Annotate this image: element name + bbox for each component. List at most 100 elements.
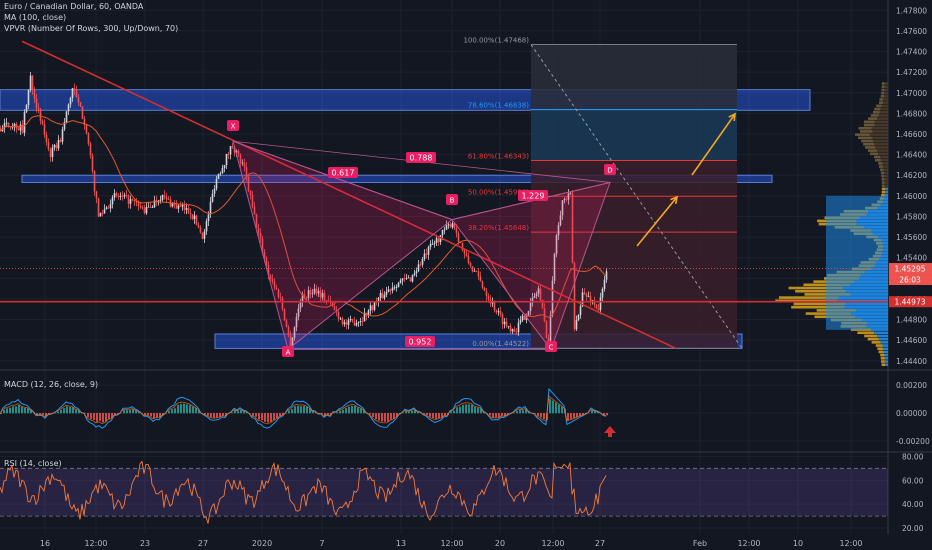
macd-histogram-bar [348,406,350,414]
candle-body [105,207,108,210]
volume-bar-down [863,142,875,146]
macd-histogram-bar [231,412,233,414]
macd-histogram-bar [570,413,572,420]
macd-histogram-bar [336,412,338,414]
candle-body [585,294,588,297]
candle-body [401,278,404,281]
candle-body [455,228,458,234]
candle-body [19,124,22,131]
candle-body [233,146,236,153]
candle-body [589,296,592,302]
y-tick-label: 1.47800 [896,6,927,15]
candle-body [141,207,144,209]
candle-body [551,280,554,316]
candle-body [399,280,402,283]
macd-histogram-bar [159,413,161,418]
vpvr-indicator-label[interactable]: VPVR (Number Of Rows, 300, Up/Down, 70) [4,24,179,33]
volume-bar-up [872,130,888,133]
volume-bar-up [884,94,888,98]
candle-body [283,309,286,321]
candle-body [145,206,148,214]
candle-body [297,308,300,317]
candle-body [295,316,298,328]
macd-histogram-bar [105,413,107,422]
candle-body [477,271,480,277]
candle-body [31,75,34,91]
macd-histogram-bar [327,413,329,415]
volume-bar-down [881,194,885,197]
candle-body [405,278,408,279]
price-tag [889,296,932,308]
macd-histogram-bar [495,413,497,418]
macd-histogram-bar [111,413,113,419]
candle-body [433,242,436,244]
candle-body [13,123,16,127]
candle-body [509,325,512,332]
macd-histogram-bar [363,409,365,414]
candle-body [287,326,290,335]
x-tick-label: 2020 [252,539,272,548]
candle-body [79,102,82,107]
ma-indicator-label[interactable]: MA (100, close) [4,13,67,22]
candle-body [341,318,344,325]
macd-histogram-bar [471,404,473,414]
candle-body [299,302,302,309]
candle-body [117,195,120,197]
macd-histogram-bar [75,409,77,414]
macd-histogram-bar [6,408,8,414]
macd-histogram-bar [129,410,131,414]
macd-histogram-bar [360,408,362,414]
volume-bar-down [861,139,874,143]
macd-histogram-bar [480,408,482,414]
volume-bar-down [871,341,881,344]
candle-body [357,322,360,324]
x-tick-label: 20 [495,539,505,548]
candle-body [67,104,70,112]
volume-bar-down [775,299,838,303]
macd-histogram-bar [417,411,419,414]
y-tick-label: 1.45600 [896,233,927,242]
macd-histogram-bar [198,409,200,414]
candle-body [545,321,548,339]
candle-body [267,265,270,276]
macd-histogram-bar [192,406,194,414]
candle-body [587,296,590,298]
macd-tick-label: 0.00000 [896,409,927,418]
candle-body [527,310,530,317]
macd-histogram-bar [177,404,179,414]
pattern-point-badge [227,120,239,131]
volume-bar-up [880,341,888,344]
candle-body [285,320,288,327]
macd-indicator-label[interactable]: MACD (12, 26, close, 9) [4,380,99,389]
macd-histogram-bar [279,413,281,417]
candle-body [41,120,44,124]
volume-bar-down [880,168,884,172]
candle-body [87,133,90,144]
axes: 1.47800 1.47600 1.47400 1.47200 1.47000 1.468… [40,6,932,548]
symbol-title[interactable]: Euro / Canadian Dollar, 60, OANDA [4,2,144,11]
macd-histogram-bar [351,405,353,414]
candle-body [563,198,566,201]
macd-histogram-bar [168,410,170,414]
candle-body [247,177,250,191]
candle-body [549,315,552,346]
volume-bar-up [884,184,888,188]
macd-histogram-bar [606,413,608,416]
macd-histogram-bar [24,407,26,414]
rsi-indicator-label[interactable]: RSI (14, close) [4,459,62,468]
volume-bar-up [884,194,888,197]
y-tick-label: 1.46600 [896,130,927,139]
candle-body [165,196,168,200]
candle-body [255,214,258,228]
macd-histogram-bar [603,413,605,415]
macd-histogram-bar [483,411,485,414]
candle-body [65,111,68,122]
candle-body [125,194,128,196]
macd-histogram-bar [126,410,128,414]
y-tick-label: 1.47000 [896,89,927,98]
candle-body [249,190,252,196]
volume-bar-up [884,353,888,357]
volume-bar-down [857,331,875,335]
